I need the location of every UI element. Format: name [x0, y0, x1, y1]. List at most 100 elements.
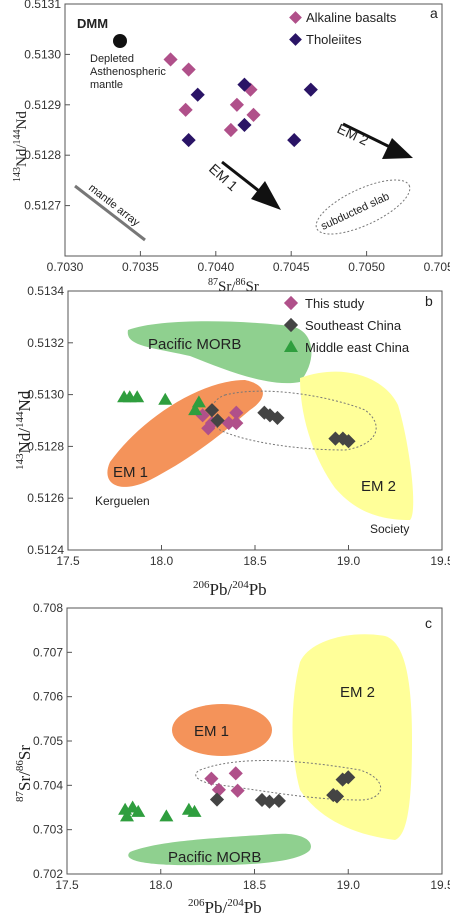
y-tick-label: 0.5132 — [27, 336, 64, 350]
x-tick-label: 0.7035 — [122, 260, 159, 274]
data-point-middle-east-china — [188, 403, 203, 416]
se-china-field-c — [195, 760, 382, 801]
y-tick-label: 0.5128 — [24, 148, 61, 162]
legend-this-study-label-b: This study — [305, 296, 365, 311]
y-tick-label: 0.5124 — [27, 543, 64, 557]
panel-b-xlabel: 206Pb/204Pb — [193, 579, 267, 599]
panel-b: b Pacific MORB EM 1 Kerguelen EM 2 Socie… — [14, 284, 450, 599]
data-point-middle-east-china — [131, 804, 146, 817]
data-point-southeast-china — [341, 770, 356, 785]
data-point-tholeiites — [287, 133, 302, 148]
em2-label-b: EM 2 — [361, 478, 396, 495]
dmm-desc-1: Depleted — [90, 53, 134, 65]
data-point-this-study — [230, 783, 245, 798]
x-tick-label: 0.7055 — [424, 260, 450, 274]
panel-a-ylabel: 143Nd/144Nd — [12, 111, 30, 182]
data-point-this-study — [229, 416, 244, 431]
legend-se-china-label-b: Southeast China — [305, 318, 402, 333]
em2-label-a: EM 2 — [335, 120, 372, 148]
dmm-desc-3: mantle — [90, 79, 123, 91]
y-tick-label: 0.703 — [33, 823, 63, 837]
mantle-array-label: mantle array — [86, 182, 142, 229]
pacific-morb-region-b — [127, 321, 312, 384]
data-point-southeast-china — [328, 431, 343, 446]
data-point-alkaline-basalts — [229, 97, 244, 112]
data-point-southeast-china — [329, 789, 345, 804]
panel-c: c EM 2 EM 1 Pacific MORB 17.5 18.0 18.5 19.… — [14, 601, 450, 917]
x-tick-label: 18.0 — [150, 554, 174, 568]
y-tick-label: 0.706 — [33, 690, 63, 704]
em2-arrow-shaft — [342, 122, 393, 150]
dmm-label: DMM — [77, 16, 108, 31]
panel-a-ticks: 0.7030 0.7035 0.7040 0.7045 0.7050 0.7055 0.51… — [24, 0, 450, 274]
pacific-morb-label-b: Pacific MORB — [148, 336, 241, 353]
em1-region-b — [107, 380, 263, 487]
subducted-slab-label: subducted slab — [319, 191, 391, 233]
panel-b-points — [117, 390, 356, 449]
pacific-morb-label-c: Pacific MORB — [168, 849, 261, 866]
y-tick-label: 0.5128 — [27, 439, 64, 453]
data-point-alkaline-basalts — [223, 122, 238, 138]
panel-a-points — [163, 52, 318, 148]
em2-region-c — [292, 634, 412, 840]
legend-se-china-marker-b — [283, 317, 299, 333]
dmm-desc-2: Asthenospheric — [90, 66, 166, 78]
dmm-point — [113, 34, 127, 48]
data-point-alkaline-basalts — [163, 52, 178, 67]
panel-c-ticks: 17.5 18.0 18.5 19.0 19.5 0.702 0.703 0.704 0.705… — [33, 601, 450, 892]
y-tick-label: 0.704 — [33, 778, 63, 792]
panel-c-letter: c — [425, 615, 432, 631]
subducted-slab-outline — [315, 179, 411, 235]
data-point-this-study — [221, 416, 236, 431]
y-tick-label: 0.702 — [33, 867, 63, 881]
data-point-southeast-china — [341, 434, 356, 449]
em1-label-a: EM 1 — [206, 160, 241, 194]
x-tick-label: 17.5 — [56, 554, 80, 568]
data-point-this-study — [204, 771, 219, 786]
data-point-this-study — [229, 405, 244, 420]
legend-alkaline-marker — [289, 11, 302, 24]
x-tick-label: 18.0 — [149, 878, 173, 892]
panel-b-ticks: 17.5 18.0 18.5 19.0 19.5 0.5124 0.5126 0.5128 0.… — [27, 284, 450, 568]
data-point-southeast-china — [270, 410, 285, 425]
data-point-alkaline-basalts — [181, 62, 196, 77]
em1-label-b: EM 1 — [113, 464, 148, 481]
se-china-field-b — [210, 390, 377, 451]
y-tick-label: 0.5129 — [24, 98, 61, 112]
panel-c-points — [118, 766, 356, 822]
data-point-middle-east-china — [158, 392, 173, 405]
legend-this-study-marker-b — [283, 295, 299, 311]
em2-arrow-head — [382, 138, 413, 159]
data-point-tholeiites — [303, 82, 318, 97]
data-point-southeast-china — [209, 792, 225, 807]
legend-me-china-marker-b — [284, 340, 298, 352]
legend-tholeiites-marker — [289, 33, 302, 46]
em1-label-c: EM 1 — [194, 723, 229, 740]
y-tick-label: 0.707 — [33, 645, 63, 659]
data-point-southeast-china — [262, 794, 277, 809]
x-tick-label: 0.7030 — [47, 260, 84, 274]
mantle-array-line — [74, 184, 146, 242]
y-tick-label: 0.5134 — [27, 284, 64, 298]
kerguelen-label: Kerguelen — [95, 494, 150, 508]
y-tick-label: 0.5127 — [24, 199, 61, 213]
data-point-alkaline-basalts — [246, 107, 261, 122]
em1-region-c — [172, 704, 272, 756]
x-tick-label: 18.5 — [243, 878, 267, 892]
x-tick-label: 19.0 — [337, 554, 361, 568]
y-tick-label: 0.5130 — [24, 47, 61, 61]
y-tick-label: 0.5126 — [27, 491, 64, 505]
data-point-alkaline-basalts — [178, 102, 193, 117]
x-tick-label: 19.5 — [430, 554, 450, 568]
x-tick-label: 0.7045 — [273, 260, 310, 274]
society-label: Society — [370, 522, 409, 536]
panel-c-ylabel: 87Sr/86Sr — [14, 745, 34, 802]
data-point-southeast-china — [271, 793, 286, 808]
data-point-middle-east-china — [130, 390, 145, 403]
data-point-southeast-china — [210, 413, 225, 428]
panel-c-xlabel: 206Pb/204Pb — [188, 897, 262, 917]
x-tick-label: 0.7050 — [348, 260, 385, 274]
panel-a-letter: a — [430, 5, 438, 21]
em2-label-c: EM 2 — [340, 684, 375, 701]
